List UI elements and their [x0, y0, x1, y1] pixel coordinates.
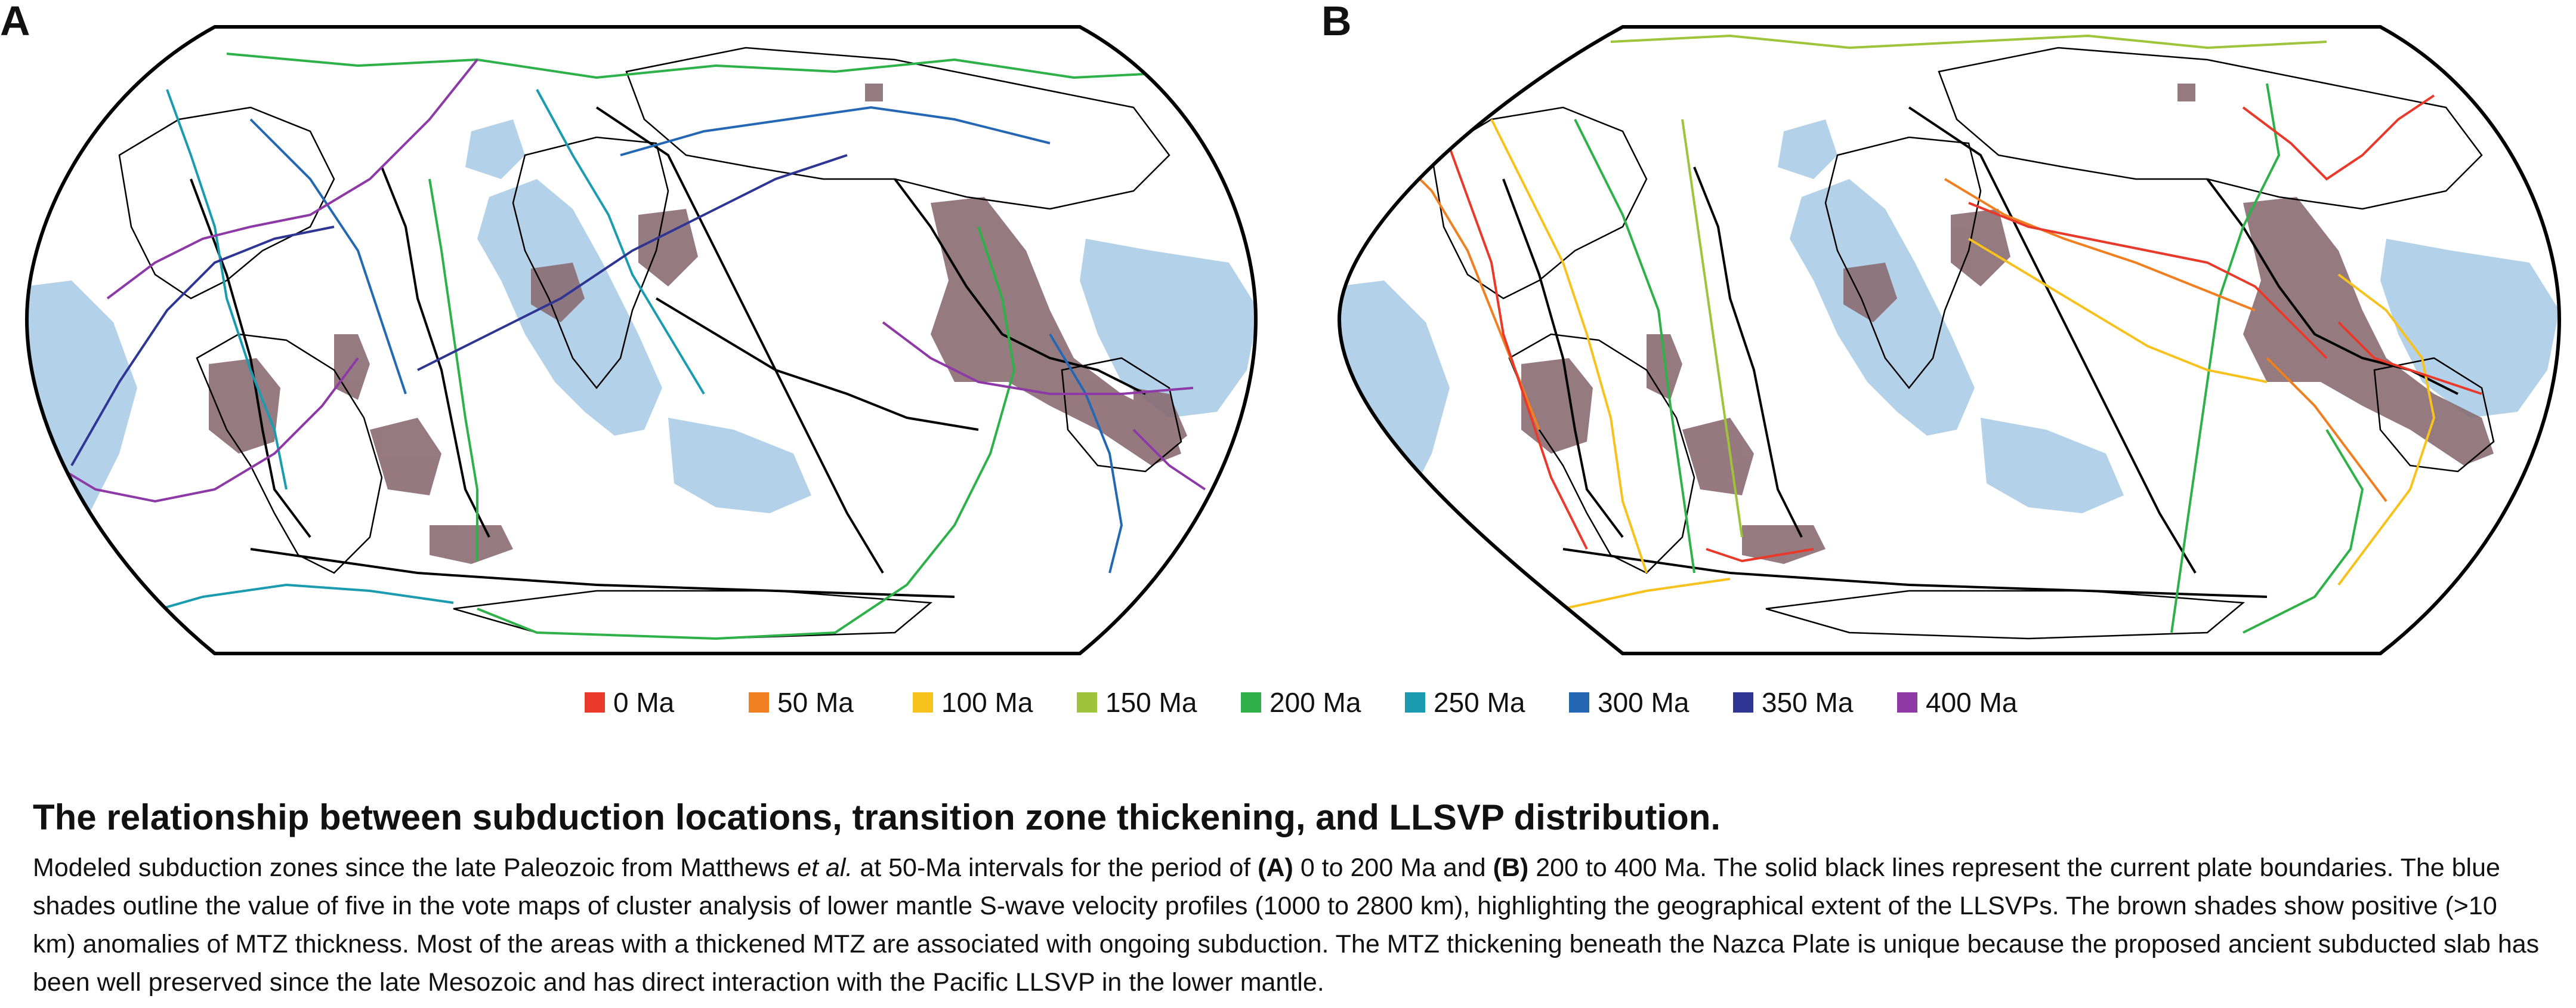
- coastlines: [1431, 47, 2495, 640]
- panel-letter-b: B: [1321, 0, 1352, 44]
- legend-item: 200 Ma: [1241, 686, 1405, 719]
- legend-item: 400 Ma: [1897, 686, 2061, 719]
- caption-body: Modeled subduction zones since the late …: [33, 849, 2544, 1001]
- legend-item: 0 Ma: [585, 686, 749, 719]
- caption-panel-b-label: (B): [1493, 853, 1529, 882]
- legend-item: 350 Ma: [1733, 686, 1897, 719]
- legend-label: 350 Ma: [1762, 687, 1854, 718]
- legend: 0 Ma 50 Ma 100 Ma 150 Ma 200 Ma 250 Ma 3…: [585, 686, 2061, 719]
- legend-swatch: [585, 692, 605, 713]
- legend-label: 0 Ma: [613, 687, 675, 718]
- caption-text: at 50-Ma intervals for the period of: [853, 853, 1258, 882]
- subduction-lines: [35, 53, 1206, 640]
- caption-text: Modeled subduction zones since the late …: [33, 853, 798, 882]
- caption-text: 0 to 200 Ma and: [1293, 853, 1493, 882]
- legend-label: 250 Ma: [1434, 687, 1525, 718]
- legend-swatch: [1897, 692, 1917, 713]
- legend-label: 300 Ma: [1598, 687, 1689, 718]
- caption-text: 200 to 400 Ma. The solid black lines rep…: [33, 853, 2540, 997]
- map-outline-a: [24, 25, 1258, 655]
- legend-item: 100 Ma: [913, 686, 1077, 719]
- legend-swatch: [1077, 692, 1097, 713]
- panel-letter-a: A: [0, 0, 30, 44]
- legend-item: 250 Ma: [1405, 686, 1569, 719]
- legend-label: 50 Ma: [777, 687, 854, 718]
- map-panel-b: [1337, 25, 2562, 655]
- plate-boundaries: [1502, 106, 2458, 598]
- legend-label: 100 Ma: [941, 687, 1033, 718]
- legend-item: 50 Ma: [749, 686, 913, 719]
- caption-italic: et al.: [797, 853, 853, 882]
- map-outline-b: [1337, 25, 2562, 655]
- legend-label: 200 Ma: [1270, 687, 1361, 718]
- mtz-shades: [209, 84, 1187, 564]
- legend-swatch: [913, 692, 933, 713]
- legend-item: 300 Ma: [1569, 686, 1733, 719]
- caption-title: The relationship between subduction loca…: [33, 797, 1721, 837]
- legend-label: 150 Ma: [1105, 687, 1197, 718]
- legend-label: 400 Ma: [1926, 687, 2018, 718]
- legend-swatch: [1733, 692, 1753, 713]
- caption-panel-a-label: (A): [1258, 853, 1293, 882]
- map-panel-a: [24, 25, 1258, 655]
- legend-item: 150 Ma: [1077, 686, 1241, 719]
- legend-swatch: [1569, 692, 1589, 713]
- legend-swatch: [749, 692, 769, 713]
- legend-swatch: [1241, 692, 1261, 713]
- figure-caption: The relationship between subduction loca…: [33, 797, 2544, 1001]
- legend-swatch: [1405, 692, 1425, 713]
- subduction-lines: [1383, 34, 2482, 634]
